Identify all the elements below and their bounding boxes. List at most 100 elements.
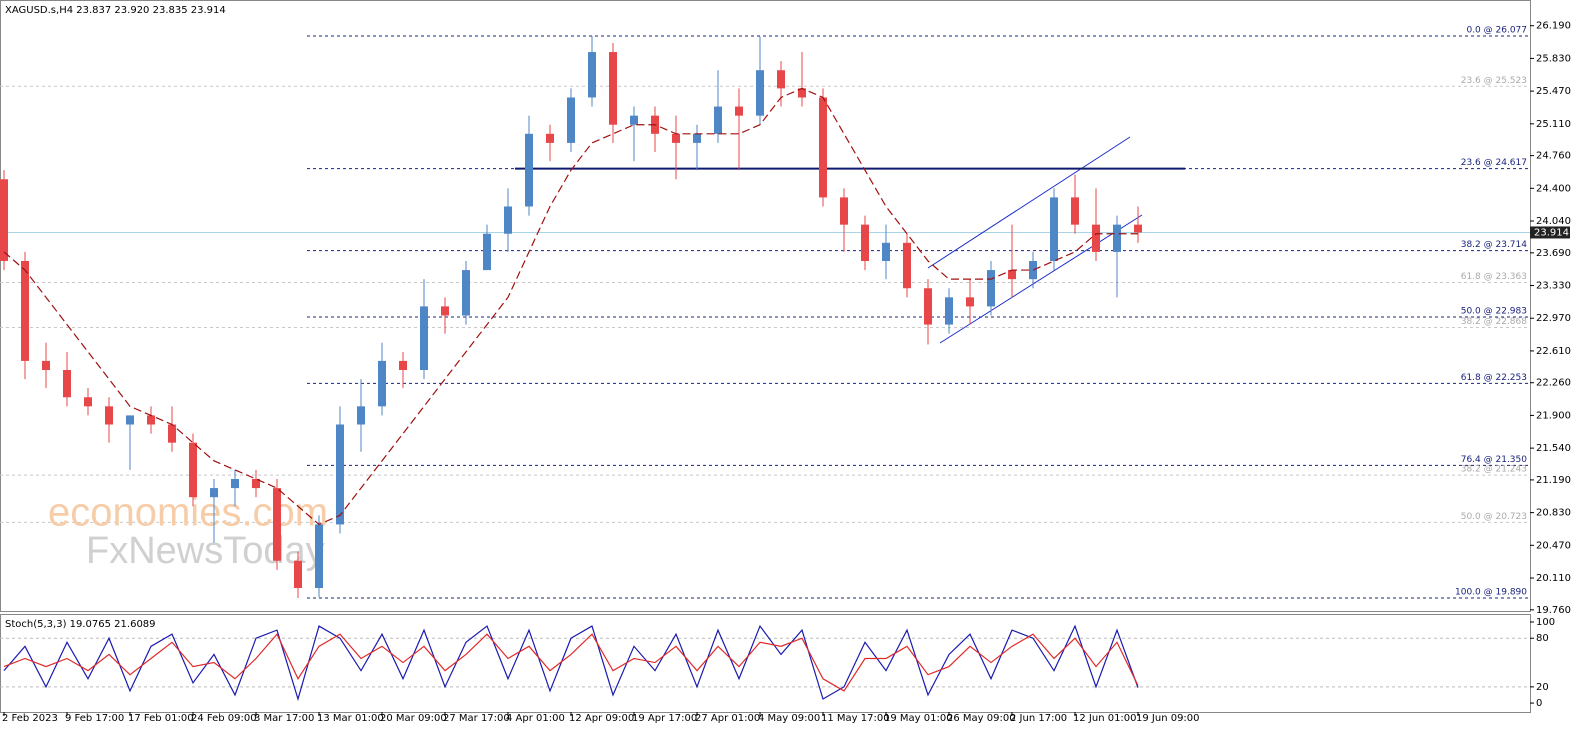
x-tick-label: 27 Mar 17:00 — [443, 713, 510, 724]
stoch-line — [3, 624, 1139, 702]
watermark: economies.com — [48, 491, 328, 535]
candle-body — [483, 233, 491, 271]
fib-label-minor: 38.2 @ 21.243 — [1461, 465, 1527, 475]
fib-label: 76.4 @ 21.350 — [1461, 455, 1528, 465]
candle-body — [735, 106, 743, 116]
y-tick-label: 24.040 — [1536, 216, 1571, 227]
stoch-line — [3, 633, 1139, 692]
x-tick-label: 17 Feb 01:00 — [128, 713, 194, 724]
candle-body — [777, 70, 785, 89]
candle-body — [378, 360, 386, 407]
candle-body — [189, 442, 197, 498]
y-tick-label: 24.400 — [1536, 183, 1571, 194]
candle-body — [714, 106, 722, 134]
x-tick-label: 24 Feb 09:00 — [191, 713, 257, 724]
candle-body — [126, 415, 134, 425]
candle-body — [1029, 260, 1037, 280]
candle-body — [441, 306, 449, 316]
chart-title: XAGUSD.s,H4 23.837 23.920 23.835 23.914 — [5, 5, 226, 16]
candle-body — [504, 206, 512, 234]
fib-label: 50.0 @ 22.983 — [1461, 307, 1527, 317]
x-tick-label: 13 Mar 01:00 — [317, 713, 384, 724]
x-tick-label: 27 Apr 01:00 — [695, 713, 760, 724]
fib-label: 61.8 @ 22.253 — [1461, 373, 1527, 383]
candle-body — [798, 88, 806, 98]
candle-body — [294, 560, 302, 589]
candle-body — [336, 424, 344, 525]
x-tick-label: 26 May 09:00 — [947, 713, 1016, 724]
last-price-label: 23.914 — [1534, 227, 1569, 238]
fib-label-minor: 38.2 @ 22.868 — [1461, 317, 1528, 327]
y-tick-label: 23.690 — [1536, 248, 1571, 259]
candle-body — [1092, 224, 1100, 252]
y-tick-label: 25.110 — [1536, 119, 1571, 130]
last-price-box — [1530, 226, 1570, 239]
candle-body — [168, 424, 176, 443]
fib-label: 23.6 @ 24.617 — [1461, 158, 1527, 168]
candle-body — [546, 133, 554, 143]
candle-body — [84, 397, 92, 407]
fib-label-minor: 50.0 @ 20.723 — [1461, 512, 1527, 522]
x-tick-label: 19 Jun 09:00 — [1136, 713, 1200, 724]
y-tick-label: 22.260 — [1536, 378, 1571, 389]
y-tick-label: 22.610 — [1536, 346, 1571, 357]
y-tick-label: 24.760 — [1536, 151, 1571, 162]
fib-label: 0.0 @ 26.077 — [1466, 25, 1527, 35]
moving-average — [3, 87, 1138, 526]
candle-body — [231, 479, 239, 489]
candle-body — [63, 369, 71, 398]
y-tick-label: 25.470 — [1536, 86, 1571, 97]
stoch-tick-label: 0 — [1536, 698, 1542, 709]
y-tick-label: 21.540 — [1536, 443, 1571, 454]
y-tick-label: 20.830 — [1536, 508, 1571, 519]
x-tick-label: 9 Feb 17:00 — [65, 713, 124, 724]
fib-label: 38.2 @ 23.714 — [1461, 240, 1528, 250]
price-pane — [0, 0, 1531, 612]
candle-body — [147, 415, 155, 425]
candle-body — [672, 133, 680, 143]
y-tick-label: 21.190 — [1536, 475, 1571, 486]
x-tick-label: 11 May 17:00 — [821, 713, 890, 724]
stoch-tick-label: 80 — [1536, 633, 1549, 644]
x-tick-label: 4 Apr 01:00 — [506, 713, 565, 724]
x-tick-label: 2 Feb 2023 — [2, 713, 58, 724]
candle-body — [399, 360, 407, 370]
candle-body — [1050, 197, 1058, 261]
candle-body — [1008, 270, 1016, 280]
fib-label: 100.0 @ 19.890 — [1455, 588, 1527, 598]
candle-body — [420, 306, 428, 370]
candle-body — [105, 406, 113, 425]
candle-body — [273, 488, 281, 561]
candle-body — [756, 70, 764, 116]
channel-line — [939, 214, 1143, 344]
candle-body — [1134, 224, 1142, 233]
y-tick-label: 23.330 — [1536, 281, 1571, 292]
y-tick-label: 20.470 — [1536, 540, 1571, 551]
stoch-pane — [0, 614, 1531, 713]
y-tick-label: 20.110 — [1536, 573, 1571, 584]
candle-body — [588, 52, 596, 98]
candle-body — [1071, 197, 1079, 225]
x-tick-label: 20 Mar 09:00 — [380, 713, 447, 724]
fib-label-minor: 61.8 @ 23.363 — [1461, 272, 1527, 282]
y-tick-label: 22.970 — [1536, 313, 1571, 324]
x-tick-label: 19 Apr 17:00 — [632, 713, 697, 724]
candle-body — [966, 297, 974, 307]
candle-body — [819, 97, 827, 198]
x-tick-label: 12 Jun 01:00 — [1073, 713, 1137, 724]
stoch-title: Stoch(5,3,3) 19.0765 21.6089 — [5, 619, 156, 630]
candle-body — [0, 179, 8, 261]
y-tick-label: 25.830 — [1536, 53, 1571, 64]
candle-body — [840, 197, 848, 225]
watermark: FxNewsToday — [86, 530, 325, 572]
candle-body — [945, 297, 953, 325]
candle-body — [210, 488, 218, 498]
x-tick-label: 19 May 01:00 — [884, 713, 953, 724]
candle-body — [525, 133, 533, 207]
candle-body — [567, 97, 575, 143]
stoch-tick-label: 100 — [1536, 617, 1555, 628]
candle-body — [315, 524, 323, 589]
candle-body — [462, 270, 470, 316]
x-tick-label: 4 May 09:00 — [758, 713, 820, 724]
